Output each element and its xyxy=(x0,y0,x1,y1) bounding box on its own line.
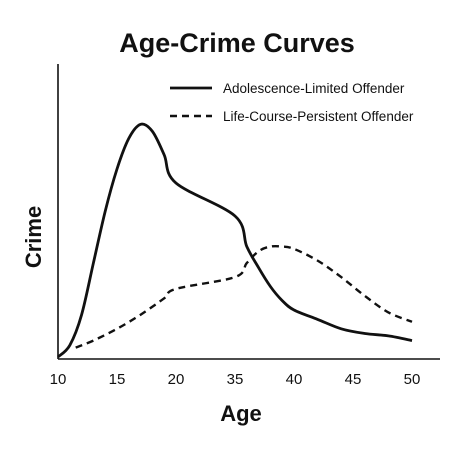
series-line-adolescence-limited xyxy=(57,122,413,359)
x-tick-labels: 10 15 20 35 40 45 50 xyxy=(50,371,421,388)
x-tick-label: 10 xyxy=(50,371,67,388)
x-tick-label: 20 xyxy=(168,371,185,388)
series-line-life-course-persistent xyxy=(75,244,413,349)
chart-title: Age-Crime Curves xyxy=(119,28,355,58)
legend: Adolescence-Limited Offender Life-Course-… xyxy=(170,81,414,124)
x-tick-label: 50 xyxy=(404,371,421,388)
x-tick-label: 45 xyxy=(345,371,362,388)
legend-label: Adolescence-Limited Offender xyxy=(223,81,405,96)
y-axis-label: Crime xyxy=(21,206,46,268)
x-tick-label: 35 xyxy=(227,371,244,388)
x-axis-label: Age xyxy=(220,401,262,426)
legend-label: Life-Course-Persistent Offender xyxy=(223,109,414,124)
x-tick-label: 15 xyxy=(109,371,126,388)
x-tick-label: 40 xyxy=(286,371,303,388)
series-lines xyxy=(57,122,413,359)
